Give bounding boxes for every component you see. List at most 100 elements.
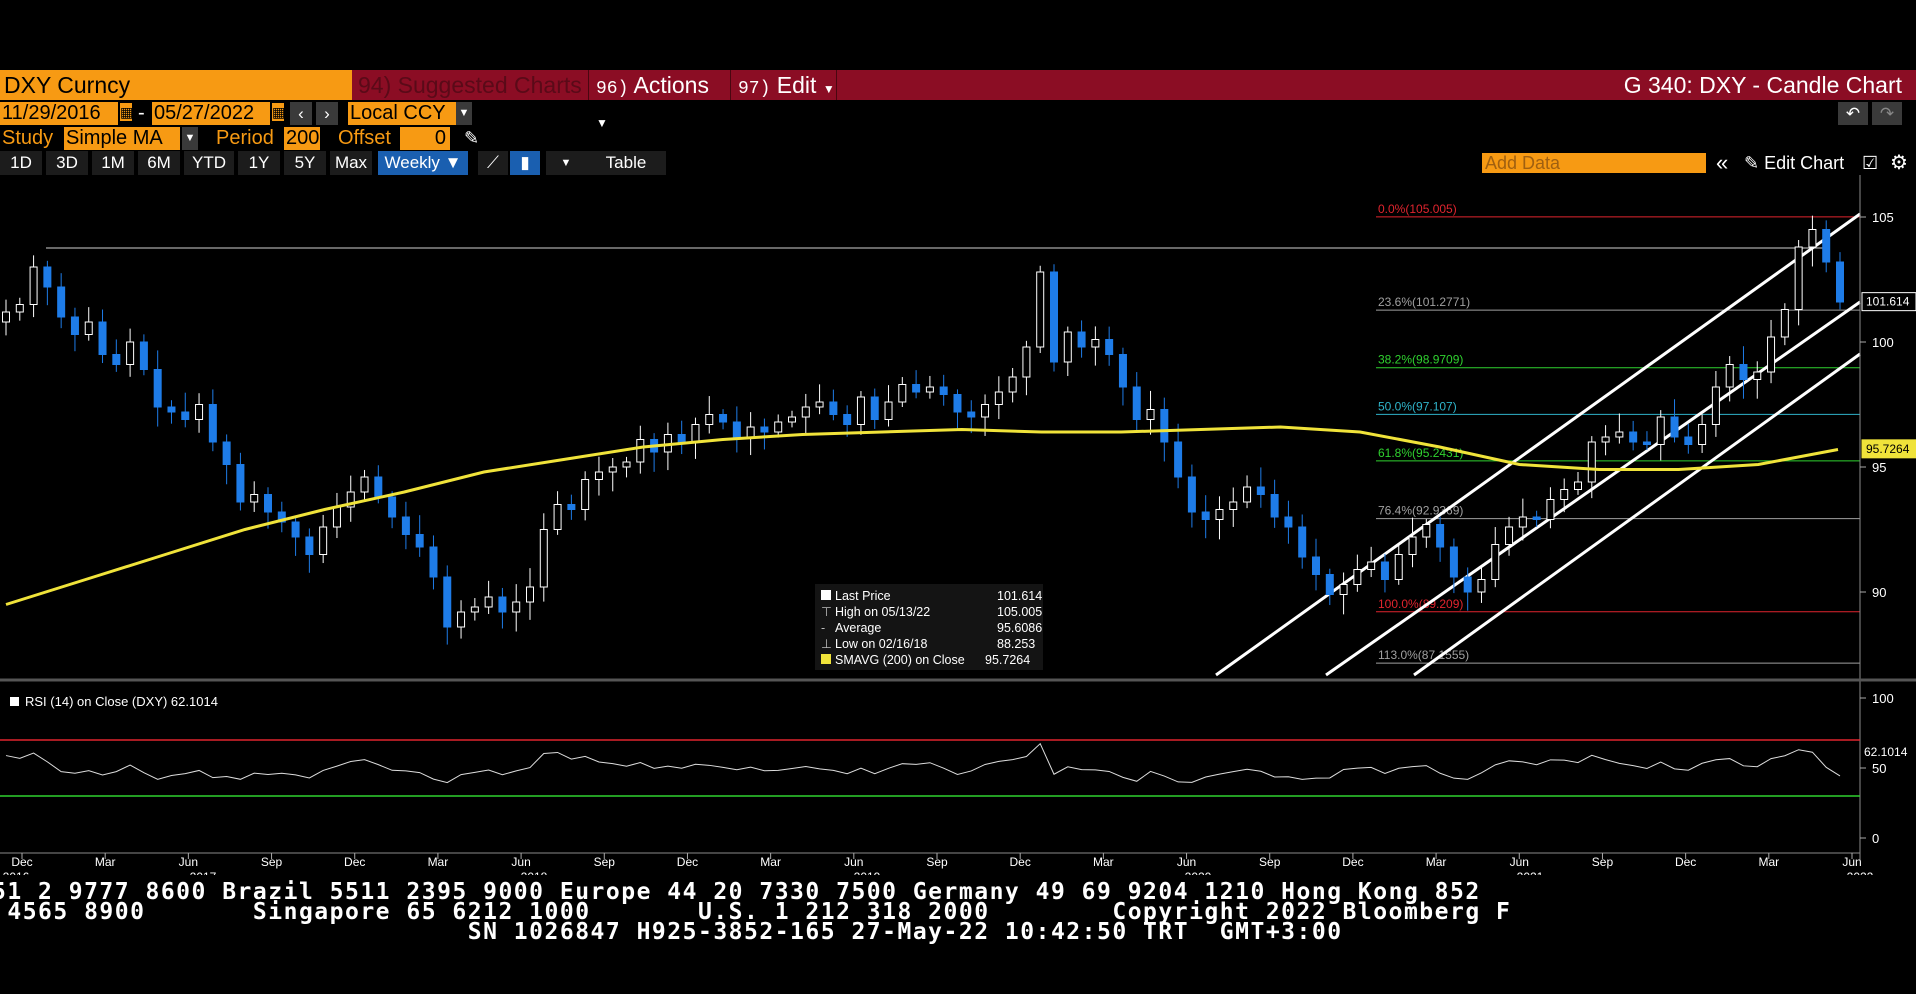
tab-5y[interactable]: 5Y	[284, 151, 326, 175]
tab-1m[interactable]: 1M	[92, 151, 134, 175]
chevron-down-icon[interactable]: ▼	[546, 151, 586, 175]
chevron-down-icon[interactable]: ▼	[456, 102, 472, 125]
candle	[29, 266, 38, 305]
candle	[498, 596, 507, 613]
candle	[1822, 229, 1831, 263]
candle	[801, 406, 810, 418]
candle	[870, 396, 879, 420]
candle	[126, 341, 135, 365]
price-chart[interactable]: 0.0%(105.005) 23.6%(101.2771) 38.2%(98.970…	[0, 175, 1916, 875]
sma-line	[5, 425, 1839, 606]
edit-number: 97)	[738, 79, 771, 99]
chevron-down-icon: ▼	[596, 116, 608, 130]
add-data-input[interactable]: Add Data	[1482, 153, 1706, 173]
square-icon	[10, 697, 19, 706]
y-axis: 105 100 95 90 101.614 95.7264	[0, 175, 1916, 860]
tab-max[interactable]: Max	[330, 151, 372, 175]
tab-3d[interactable]: 3D	[46, 151, 88, 175]
candle	[1132, 386, 1141, 420]
chevron-left-icon: ‹	[298, 104, 304, 123]
candle-chart-icon[interactable]: ▮	[510, 151, 540, 175]
candle	[1422, 524, 1431, 538]
candle	[277, 511, 286, 523]
candle	[153, 369, 162, 408]
candle	[1063, 331, 1072, 363]
x-tick-label: Dec	[11, 855, 32, 869]
x-tick-label: Jun	[179, 855, 198, 869]
candle	[1518, 516, 1527, 528]
candle	[677, 434, 686, 443]
legend-average: - Average 95.6086	[821, 620, 1042, 636]
tab-weekly[interactable]: Weekly ▼	[378, 151, 468, 175]
channel-line	[1413, 352, 1861, 677]
candle	[70, 316, 79, 335]
candle	[760, 426, 769, 433]
previous-period-button[interactable]: ‹	[290, 102, 312, 125]
candle	[1160, 409, 1169, 443]
actions-menu[interactable]: 96) Actions ▼	[596, 70, 726, 130]
candle	[1836, 261, 1844, 303]
candle	[1546, 499, 1555, 520]
legend-value: 95.7264	[985, 653, 1031, 667]
chevron-down-icon[interactable]: ▼	[182, 127, 198, 150]
tab-1y[interactable]: 1Y	[238, 151, 280, 175]
candle	[622, 461, 631, 468]
x-tick-label: Mar	[1093, 855, 1114, 869]
candle	[1477, 579, 1486, 593]
redo-icon: ↷	[1879, 104, 1895, 123]
fib-label: 0.0%(105.005)	[1378, 202, 1457, 216]
price-legend: Last Price 101.614 ⊤ High on 05/13/22 105…	[815, 584, 1043, 670]
rsi-legend-label: RSI (14) on Close (DXY) 62.1014	[25, 694, 218, 709]
candle	[1036, 271, 1045, 348]
undo-button[interactable]: ↶	[1838, 102, 1868, 125]
suggested-charts-label: 94) Suggested Charts	[358, 72, 582, 98]
candle	[443, 576, 452, 628]
candle	[1105, 339, 1114, 355]
candle	[1505, 526, 1514, 545]
legend-label: Last Price	[835, 589, 891, 603]
period-field[interactable]: 200	[284, 127, 320, 150]
end-date-field[interactable]: 05/27/2022	[152, 102, 270, 125]
candle	[1187, 476, 1196, 513]
candle	[912, 384, 921, 393]
x-year-label: 2022	[1847, 870, 1874, 875]
candle	[1698, 424, 1707, 445]
calendar-icon[interactable]: ▦	[272, 103, 286, 121]
candle	[98, 321, 107, 355]
x-tick-label: Jun	[1510, 855, 1529, 869]
next-period-button[interactable]: ›	[316, 102, 338, 125]
pencil-icon[interactable]: ✎	[464, 128, 480, 148]
candle	[1146, 409, 1155, 420]
redo-button[interactable]: ↷	[1872, 102, 1902, 125]
candle	[1615, 431, 1624, 438]
study-select[interactable]: Simple MA	[64, 127, 180, 150]
line-chart-icon[interactable]: ⟋	[478, 151, 508, 175]
x-year-label: 2017	[190, 870, 217, 875]
security-field[interactable]: DXY Curncy	[0, 70, 352, 100]
collapse-icon[interactable]: «	[1716, 150, 1729, 175]
tab-6m[interactable]: 6M	[138, 151, 180, 175]
sma-200-line	[5, 425, 1839, 606]
tab-ytd[interactable]: YTD	[184, 151, 234, 175]
date-range-row: 11/29/2016 ▦ - 05/27/2022 ▦ ‹ › Local CC…	[0, 102, 1916, 125]
edit-chart-button[interactable]: ✎ Edit Chart	[1744, 151, 1844, 175]
currency-select[interactable]: Local CCY	[348, 102, 456, 125]
channel-line	[1215, 212, 1861, 677]
candle	[1408, 536, 1417, 555]
start-date-field[interactable]: 11/29/2016	[0, 102, 118, 125]
edit-icon[interactable]: ☑	[1862, 153, 1879, 173]
offset-field[interactable]: 0	[400, 127, 450, 150]
gear-icon[interactable]: ⚙	[1890, 152, 1908, 174]
tab-1d[interactable]: 1D	[0, 151, 42, 175]
candle	[1560, 489, 1569, 500]
actions-number: 96)	[596, 79, 629, 99]
candle	[1325, 574, 1334, 595]
table-button[interactable]: Table	[586, 151, 666, 175]
candle	[57, 286, 66, 318]
pencil-icon: ✎	[1744, 153, 1760, 173]
edit-menu[interactable]: 97) Edit ▼	[738, 70, 838, 100]
calendar-icon[interactable]: ▦	[120, 103, 134, 121]
fib-label: 23.6%(101.2771)	[1378, 295, 1470, 309]
suggested-charts-menu[interactable]: 94) Suggested Charts	[358, 70, 588, 100]
candle	[305, 536, 314, 555]
